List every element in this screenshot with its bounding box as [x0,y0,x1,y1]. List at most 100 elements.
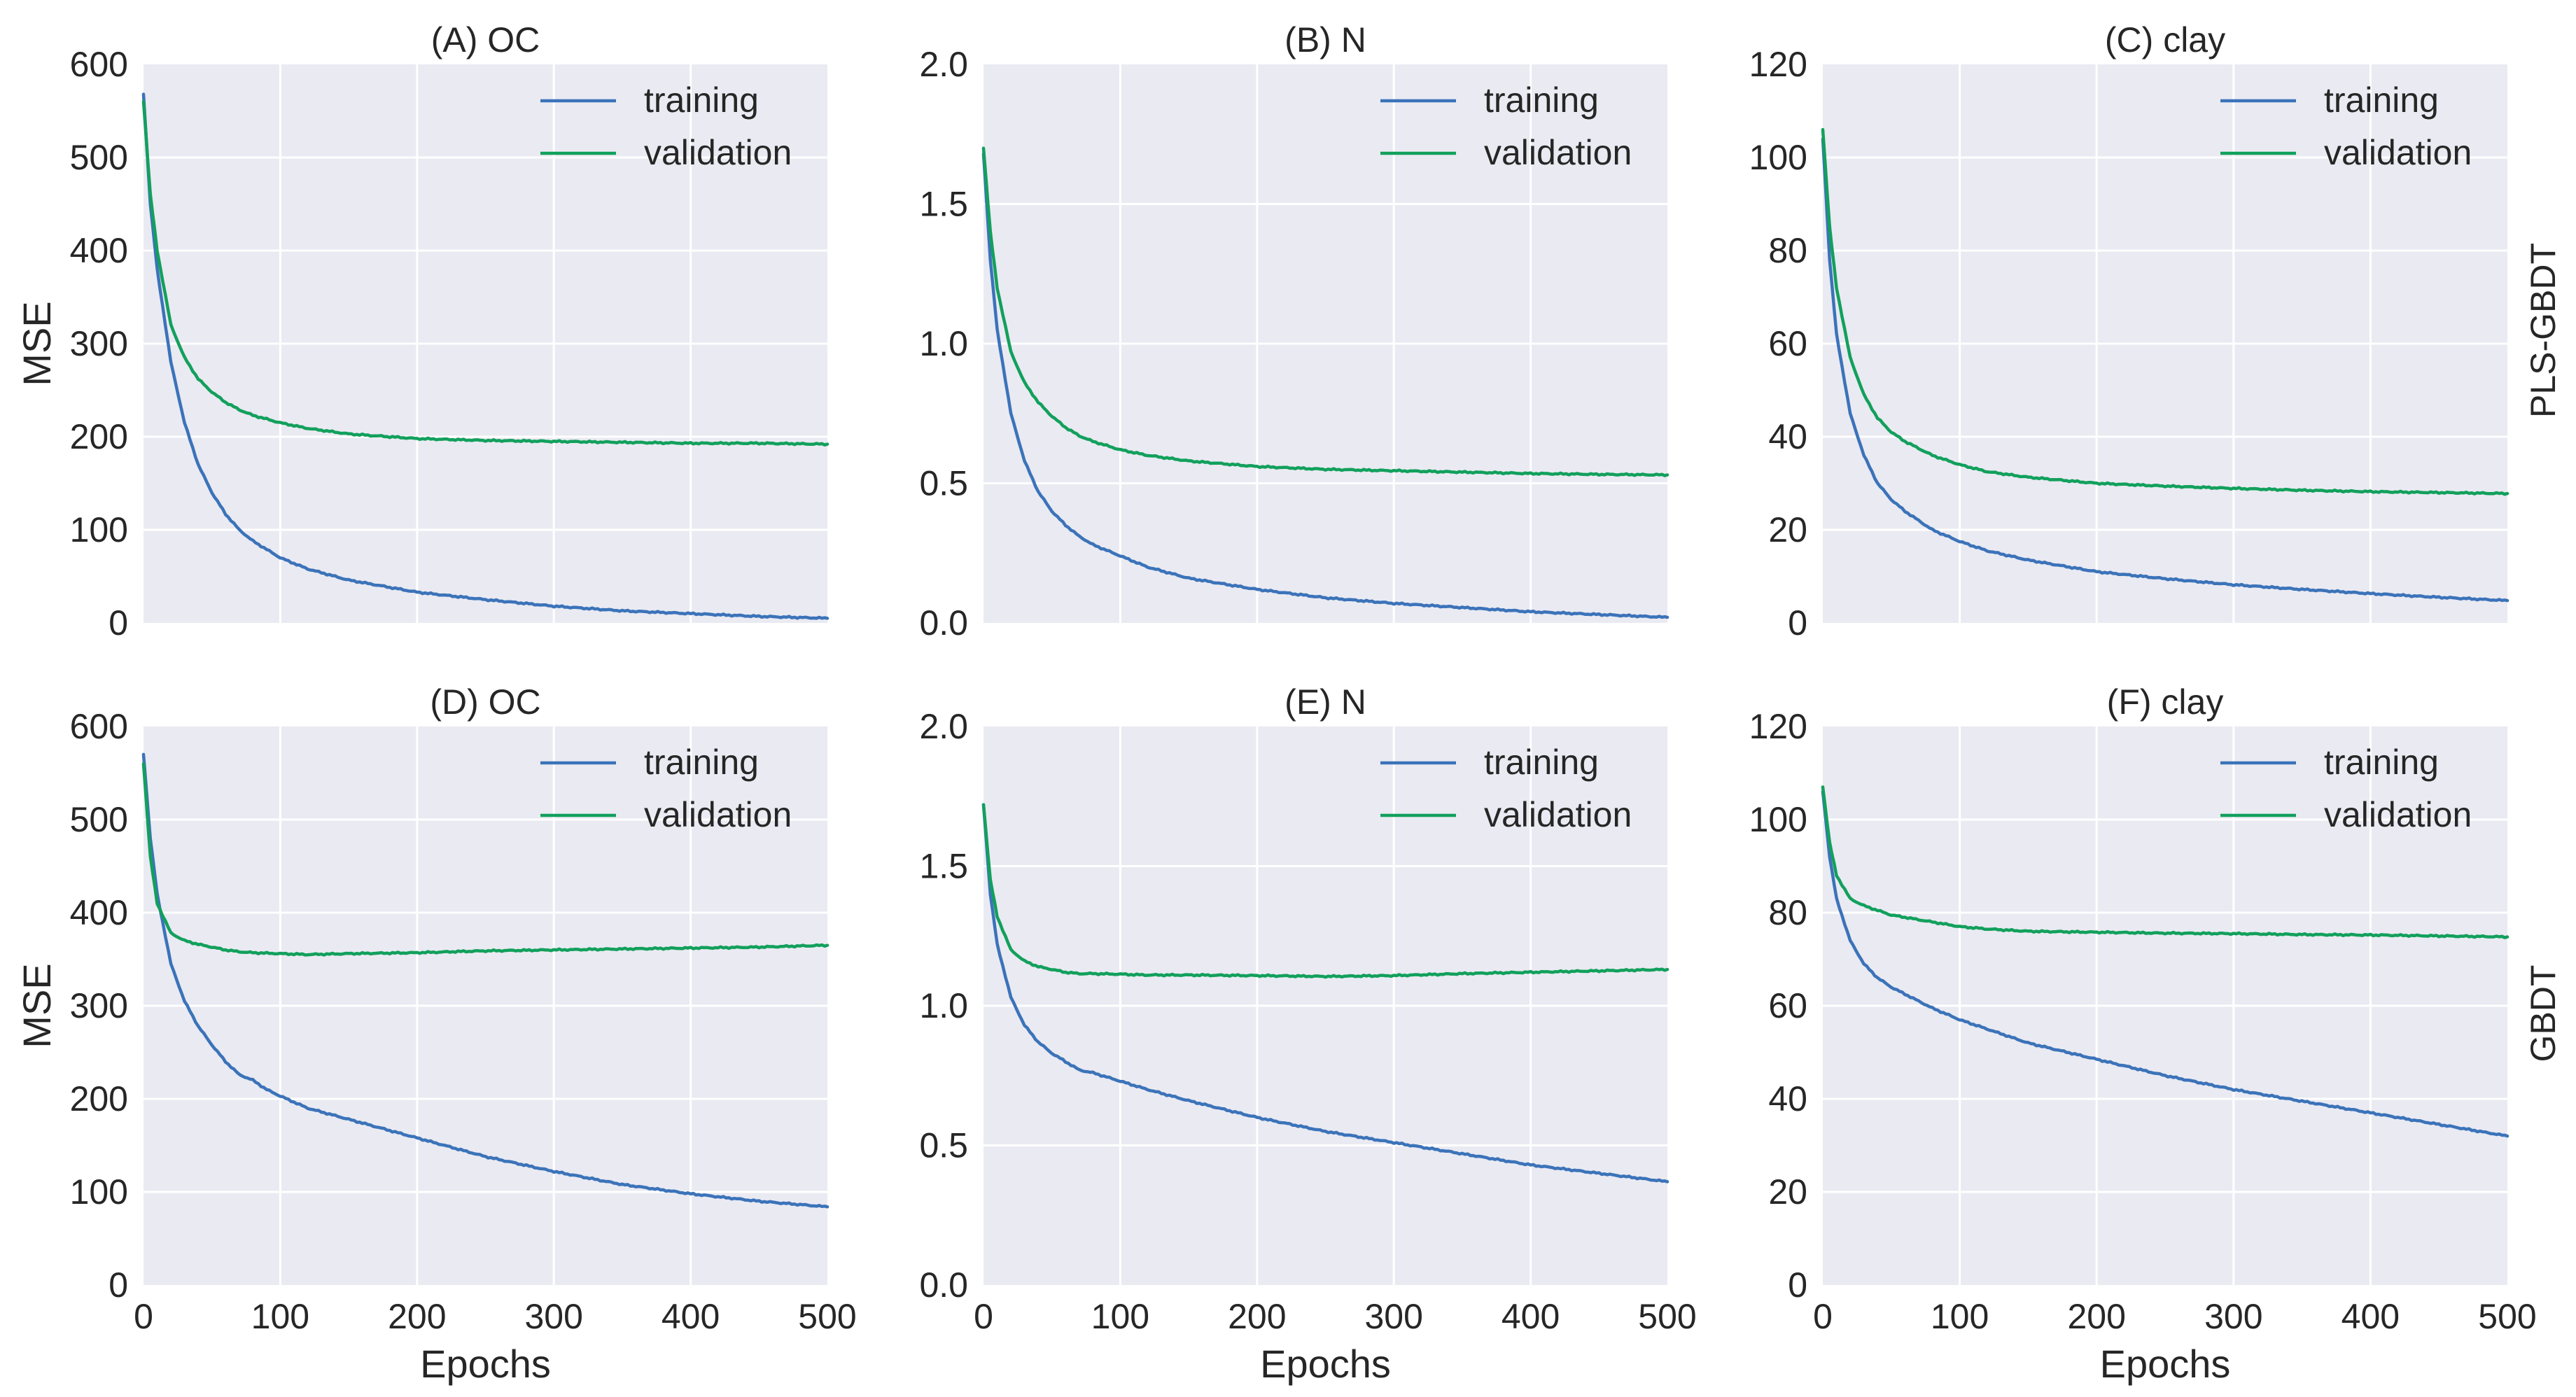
panel-b-ytick-label: 2.0 [919,45,968,84]
row-label-gbdt: GBDT [2524,965,2563,1062]
panel-c-validation-line [1821,127,2510,496]
panel-e-ytick-label: 0.0 [919,1265,968,1305]
panel-c-ytick-label: 120 [1749,45,1807,84]
panel-a-legend-label-training: training [644,80,759,120]
panel-a-ytick-label: 400 [70,231,128,270]
panel-d-xtick-label: 0 [134,1297,153,1336]
panel-b: 0.0 0.5 1.0 1.5 2.0 (B) N training validation [919,20,1670,643]
panel-e-xtick-label: 0 [974,1297,993,1336]
panel-b-ytick-label: 0.5 [919,464,968,503]
panel-f-xlabel: Epochs [2100,1342,2231,1386]
panel-f-ytick-label: 120 [1749,707,1807,746]
panel-d-title: (D) OC [430,682,540,722]
panel-b-legend-label-validation: validation [1484,133,1632,172]
panel-f-xtick-label: 200 [2067,1297,2125,1336]
panel-d-training-line [141,752,830,1209]
panel-c-training-line [1821,137,2510,603]
panel-c-ytick-label: 80 [1768,231,1807,270]
panel-a-ytick-label: 300 [70,324,128,363]
panel-e-xtick-label: 100 [1091,1297,1149,1336]
panel-e-ytick-label: 1.0 [919,986,968,1025]
panel-b-legend-label-training: training [1484,80,1599,120]
panel-e-xtick-label: 400 [1502,1297,1560,1336]
panel-d-legend-label-training: training [644,743,759,782]
panel-e-xtick-label: 500 [1638,1297,1696,1336]
panel-f-training-line [1821,789,2510,1138]
panel-a-validation-line [141,99,830,447]
panel-a-legend-label-validation: validation [644,133,792,172]
panel-e-training-line [981,803,1670,1184]
row-label-pls-gbdt: PLS-GBDT [2524,243,2563,418]
panel-b-validation-line [981,146,1670,477]
panel-e-ytick-label: 0.5 [919,1126,968,1165]
panel-d-xtick-label: 200 [388,1297,446,1336]
panel-b-training-line [981,152,1670,619]
panel-a-ytick-label: 500 [70,138,128,177]
panel-e-xlabel: Epochs [1260,1342,1391,1386]
panel-d-legend-label-validation: validation [644,795,792,834]
panel-a-ytick-label: 200 [70,417,128,456]
panel-f-legend-label-validation: validation [2324,795,2472,834]
panel-b-ytick-label: 1.0 [919,324,968,363]
panel-d-ytick-label: 400 [70,893,128,932]
panel-e: 0.0 0.5 1.0 1.5 2.0 0 100 200 300 400 500 (E) N Epoc… [919,682,1696,1386]
panel-f-xtick-label: 100 [1931,1297,1989,1336]
panel-d-xtick-label: 500 [798,1297,856,1336]
panel-b-title: (B) N [1284,20,1366,59]
panel-f-ytick-label: 0 [1788,1265,1807,1305]
panel-d: 0 100 200 300 400 500 600 0 100 200 300 400 500 (D) O… [15,682,857,1386]
panel-f-xtick-label: 300 [2204,1297,2262,1336]
panel-c: 0 20 40 60 80 100 120 (C) clay training validatio… [1749,20,2510,643]
panel-d-ytick-label: 300 [70,986,128,1025]
panel-f-ytick-label: 80 [1768,893,1807,932]
panel-e-legend-label-training: training [1484,743,1599,782]
panel-a-ylabel: MSE [15,301,59,386]
panel-e-xtick-label: 200 [1228,1297,1286,1336]
panel-d-xlabel: Epochs [420,1342,551,1386]
panel-e-title: (E) N [1284,682,1366,722]
panel-b-ytick-label: 0.0 [919,603,968,643]
panel-e-xtick-label: 300 [1364,1297,1422,1336]
panel-f-ytick-label: 100 [1749,800,1807,839]
panel-c-ytick-label: 60 [1768,324,1807,363]
panel-a-ytick-label: 600 [70,45,128,84]
panel-d-xtick-label: 300 [524,1297,582,1336]
panel-f-legend-label-training: training [2324,743,2439,782]
panel-f-ytick-label: 20 [1768,1172,1807,1212]
panel-e-ytick-label: 2.0 [919,707,968,746]
panel-c-legend-label-training: training [2324,80,2439,120]
panel-f-ytick-label: 40 [1768,1079,1807,1118]
panel-c-legend-label-validation: validation [2324,133,2472,172]
panel-d-xtick-label: 100 [251,1297,309,1336]
panel-c-title: (C) clay [2105,20,2225,59]
panel-f-xtick-label: 0 [1813,1297,1833,1336]
panel-c-ytick-label: 20 [1768,510,1807,549]
panel-d-xtick-label: 400 [662,1297,720,1336]
panel-d-validation-line [141,761,830,957]
panel-d-ytick-label: 0 [108,1265,128,1305]
panel-c-ytick-label: 100 [1749,138,1807,177]
panel-f-ytick-label: 60 [1768,986,1807,1025]
panel-f-validation-line [1821,785,2510,939]
panel-d-ytick-label: 200 [70,1079,128,1118]
panel-a-title: (A) OC [431,20,540,59]
panel-f: 0 20 40 60 80 100 120 0 100 200 300 400 500 (F) clay E… [1749,682,2537,1386]
panel-a: 0 100 200 300 400 500 600 (A) OC MSE training vali… [15,20,830,643]
panel-f-xtick-label: 500 [2478,1297,2536,1336]
panel-e-ytick-label: 1.5 [919,847,968,886]
panel-a-ytick-label: 0 [108,603,128,643]
panel-d-ytick-label: 600 [70,707,128,746]
panel-d-ylabel: MSE [15,963,59,1048]
panel-f-title: (F) clay [2107,682,2224,722]
panel-a-training-line [141,92,830,620]
panel-a-ytick-label: 100 [70,510,128,549]
panel-c-ytick-label: 40 [1768,417,1807,456]
panel-e-legend-label-validation: validation [1484,795,1632,834]
panel-d-ytick-label: 500 [70,800,128,839]
panel-f-xtick-label: 400 [2342,1297,2400,1336]
panel-e-validation-line [981,803,1670,979]
panel-d-ytick-label: 100 [70,1172,128,1212]
panel-b-ytick-label: 1.5 [919,185,968,224]
panel-c-ytick-label: 0 [1788,603,1807,643]
